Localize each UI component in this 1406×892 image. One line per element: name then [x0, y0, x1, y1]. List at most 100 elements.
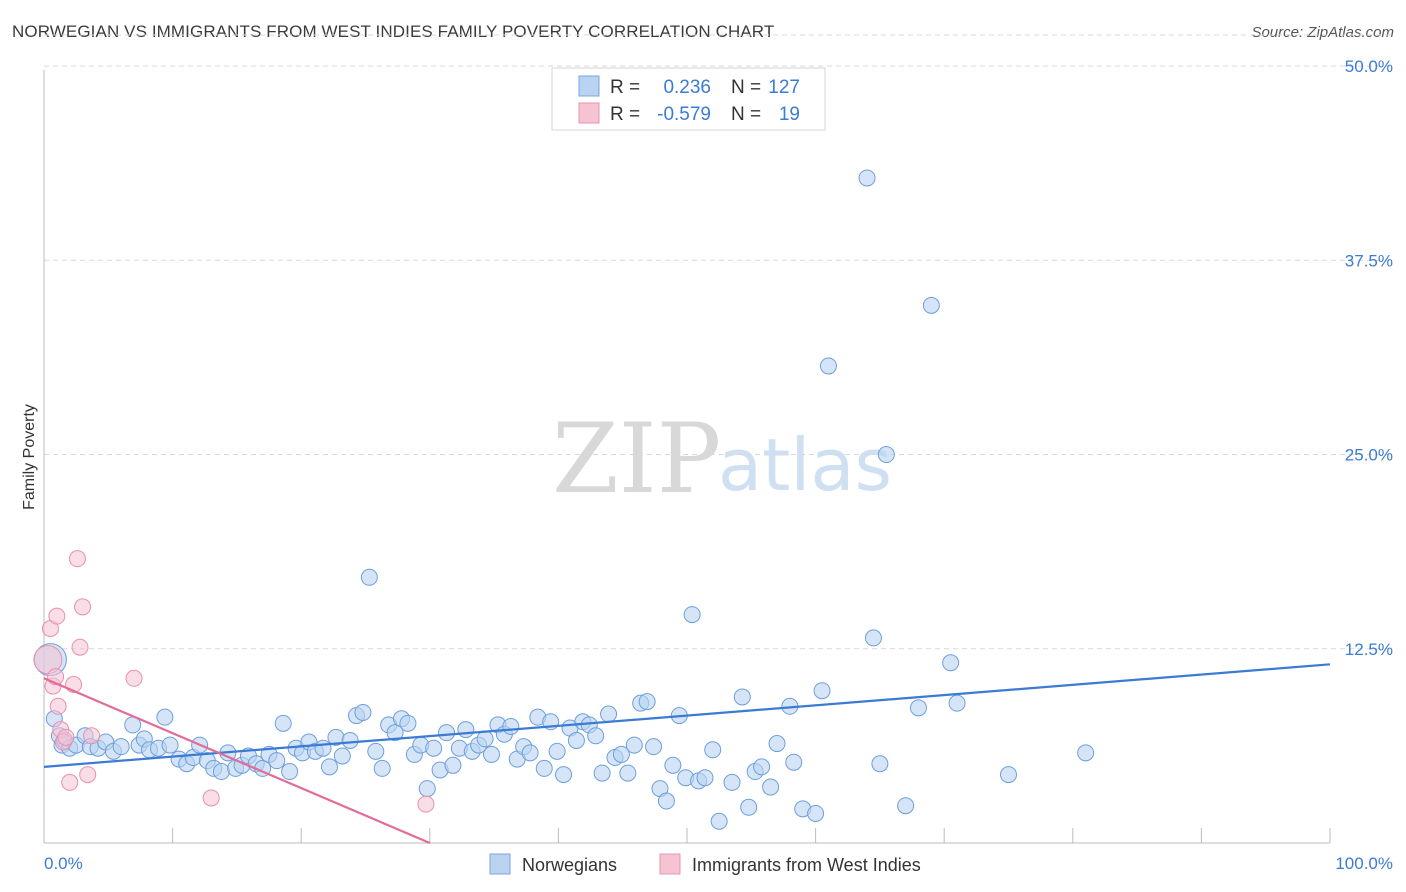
norwegians-point: [877, 446, 895, 464]
norwegians-point: [593, 764, 611, 782]
norwegians-point: [696, 769, 714, 787]
norwegians-point: [733, 688, 751, 706]
west-indies-point: [417, 795, 435, 813]
norwegians-point: [333, 747, 351, 765]
norwegians-point: [320, 758, 338, 776]
norwegians-point: [619, 764, 637, 782]
norwegians-point: [212, 763, 230, 781]
correlation-legend: R = 0.236 N = 127 R = -0.579 N = 19: [551, 67, 826, 131]
norwegians-point: [645, 738, 663, 756]
x-tick-label-max: 100.0%: [1335, 854, 1393, 873]
norwegians-point: [521, 744, 539, 762]
norwegians-point: [341, 731, 359, 749]
west-indies-trend-line: [43, 677, 431, 845]
norwegians-point: [161, 736, 179, 754]
watermark-atlas: atlas: [718, 423, 892, 507]
legend-n-value-1: 127: [768, 77, 800, 98]
west-indies-point: [202, 789, 220, 807]
norwegians-point: [367, 742, 385, 760]
norwegians-point: [740, 798, 758, 816]
legend-n-label-2: N =: [731, 104, 761, 125]
west-indies-point: [61, 773, 79, 791]
west-indies-point: [125, 669, 143, 687]
norwegians-point: [438, 724, 456, 742]
legend-r-label-2: R =: [610, 104, 640, 125]
norwegians-point: [664, 756, 682, 774]
norwegians-point: [156, 708, 174, 726]
norwegians-point: [922, 296, 940, 314]
norwegians-point: [354, 703, 372, 721]
norwegians-point: [723, 773, 741, 791]
y-tick-label: 25.0%: [1345, 446, 1393, 465]
norwegians-point: [785, 753, 803, 771]
west-indies-point: [48, 607, 66, 625]
norwegians-point: [386, 724, 404, 742]
norwegians-point: [753, 758, 771, 776]
norwegians-point: [274, 714, 292, 732]
norwegians-point: [704, 741, 722, 759]
norwegians-point: [762, 778, 780, 796]
norwegians-point: [864, 629, 882, 647]
chart-title: NORWEGIAN VS IMMIGRANTS FROM WEST INDIES…: [12, 22, 775, 41]
norwegians-point: [457, 721, 475, 739]
norwegians-point: [399, 714, 417, 732]
norwegians-point: [819, 357, 837, 375]
norwegians-point: [683, 606, 701, 624]
norwegians-point: [268, 752, 286, 770]
norwegians-point: [612, 745, 630, 763]
norwegians-point: [948, 694, 966, 712]
x-ticks: [43, 828, 1331, 843]
series-legend-label-west-indies: Immigrants from West Indies: [692, 855, 921, 875]
norwegians-point: [897, 797, 915, 815]
west-indies-point: [68, 550, 86, 568]
norwegians-point: [548, 742, 566, 760]
series-legend: Norwegians Immigrants from West Indies: [489, 853, 921, 875]
norwegians-point: [444, 756, 462, 774]
norwegians-point: [483, 745, 501, 763]
norwegians-point: [1077, 744, 1095, 762]
legend-swatch-pink: [578, 102, 600, 124]
norwegians-point: [625, 736, 643, 754]
norwegians-point: [600, 705, 618, 723]
norwegians-point: [909, 699, 927, 717]
x-tick-label-min: 0.0%: [44, 854, 83, 873]
legend-n-label-1: N =: [731, 77, 761, 98]
y-tick-labels: 12.5% 25.0% 37.5% 50.0%: [1345, 57, 1393, 659]
west-indies-point: [79, 766, 97, 784]
west-indies-point: [74, 598, 92, 616]
west-indies-point: [57, 728, 75, 746]
norwegians-point: [942, 654, 960, 672]
norwegians-point: [112, 738, 130, 756]
norwegians-point: [281, 763, 299, 781]
west-indies-point: [49, 697, 67, 715]
norwegians-trend-line: [43, 663, 1331, 768]
west-indies-points: [33, 550, 435, 813]
norwegians-point: [657, 792, 675, 810]
legend-r-value-2: -0.579: [657, 104, 711, 125]
norwegians-point: [373, 759, 391, 777]
y-tick-label: 50.0%: [1345, 57, 1393, 76]
norwegians-point: [418, 780, 436, 798]
series-legend-label-norwegians: Norwegians: [522, 855, 617, 875]
legend-swatch-blue: [578, 75, 600, 97]
west-indies-point: [83, 727, 101, 745]
norwegians-point: [858, 169, 876, 187]
y-tick-label: 37.5%: [1345, 251, 1393, 270]
legend-n-value-2: 19: [779, 104, 800, 125]
series-legend-swatch-norwegians: [489, 853, 511, 875]
norwegians-point: [502, 717, 520, 735]
legend-r-value-1: 0.236: [663, 77, 711, 98]
norwegians-point: [768, 735, 786, 753]
watermark-zip: ZIP: [552, 403, 721, 515]
trend-lines: [43, 663, 1331, 845]
series-legend-swatch-west-indies: [659, 853, 681, 875]
norwegians-point: [813, 682, 831, 700]
norwegians-point: [555, 766, 573, 784]
norwegians-point: [360, 568, 378, 586]
norwegians-point: [710, 812, 728, 830]
source-label: Source: ZipAtlas.com: [1251, 24, 1394, 41]
norwegians-point: [1000, 766, 1017, 784]
norwegians-point: [871, 755, 889, 773]
norwegians-point: [587, 727, 605, 745]
